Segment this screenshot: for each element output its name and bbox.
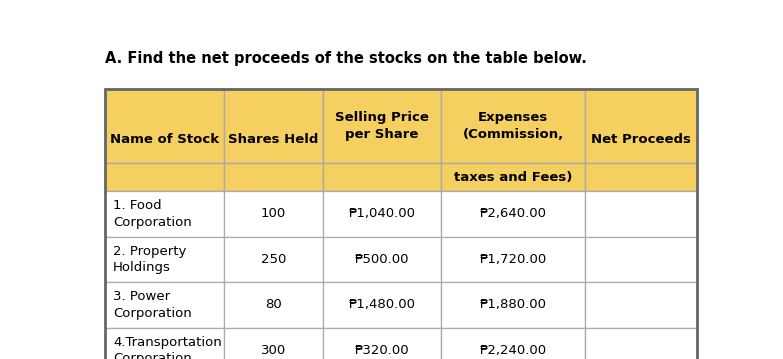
Bar [586, 89, 698, 163]
Text: Shares Held: Shares Held [228, 133, 319, 146]
Bar [105, 328, 224, 359]
Bar [224, 282, 323, 328]
Bar [442, 163, 586, 191]
Text: ₱1,880.00: ₱1,880.00 [480, 298, 547, 312]
Bar [224, 163, 323, 191]
Bar [323, 191, 442, 237]
Bar [224, 328, 323, 359]
Bar [442, 328, 586, 359]
Bar [586, 191, 698, 237]
Text: 4.Transportation
Corporation: 4.Transportation Corporation [113, 336, 222, 359]
Bar [586, 282, 698, 328]
Text: taxes and Fees): taxes and Fees) [454, 171, 572, 184]
Text: ₱2,240.00: ₱2,240.00 [480, 344, 547, 357]
Bar [105, 191, 224, 237]
Bar [323, 237, 442, 282]
Bar [323, 89, 442, 163]
Text: ₱320.00: ₱320.00 [355, 344, 410, 357]
Bar [323, 282, 442, 328]
Text: Expenses
(Commission,: Expenses (Commission, [463, 111, 564, 141]
Bar [323, 328, 442, 359]
Bar [442, 282, 586, 328]
Text: ₱2,640.00: ₱2,640.00 [480, 207, 547, 220]
Text: Net Proceeds: Net Proceeds [591, 133, 691, 146]
Text: Name of Stock: Name of Stock [110, 133, 219, 146]
Text: ₱1,720.00: ₱1,720.00 [480, 253, 547, 266]
Bar [224, 191, 323, 237]
Text: 2. Property
Holdings: 2. Property Holdings [113, 244, 186, 274]
Bar [586, 328, 698, 359]
Bar [105, 89, 224, 163]
Text: ₱1,040.00: ₱1,040.00 [348, 207, 416, 220]
Text: 3. Power
Corporation: 3. Power Corporation [113, 290, 192, 320]
Text: 250: 250 [261, 253, 286, 266]
Bar [224, 237, 323, 282]
Text: 80: 80 [265, 298, 282, 312]
Bar [586, 163, 698, 191]
Bar [323, 163, 442, 191]
Bar [224, 89, 323, 163]
Bar [586, 237, 698, 282]
Bar [105, 282, 224, 328]
Bar [105, 237, 224, 282]
Text: 300: 300 [261, 344, 286, 357]
Text: Selling Price
per Share: Selling Price per Share [335, 111, 429, 141]
Text: 1. Food
Corporation: 1. Food Corporation [113, 199, 192, 229]
Bar [105, 163, 224, 191]
Text: 100: 100 [261, 207, 286, 220]
Text: ₱1,480.00: ₱1,480.00 [348, 298, 416, 312]
Bar [442, 191, 586, 237]
Text: A. Find the net proceeds of the stocks on the table below.: A. Find the net proceeds of the stocks o… [105, 51, 587, 66]
Text: ₱500.00: ₱500.00 [355, 253, 410, 266]
Bar [442, 237, 586, 282]
Bar [442, 89, 586, 163]
